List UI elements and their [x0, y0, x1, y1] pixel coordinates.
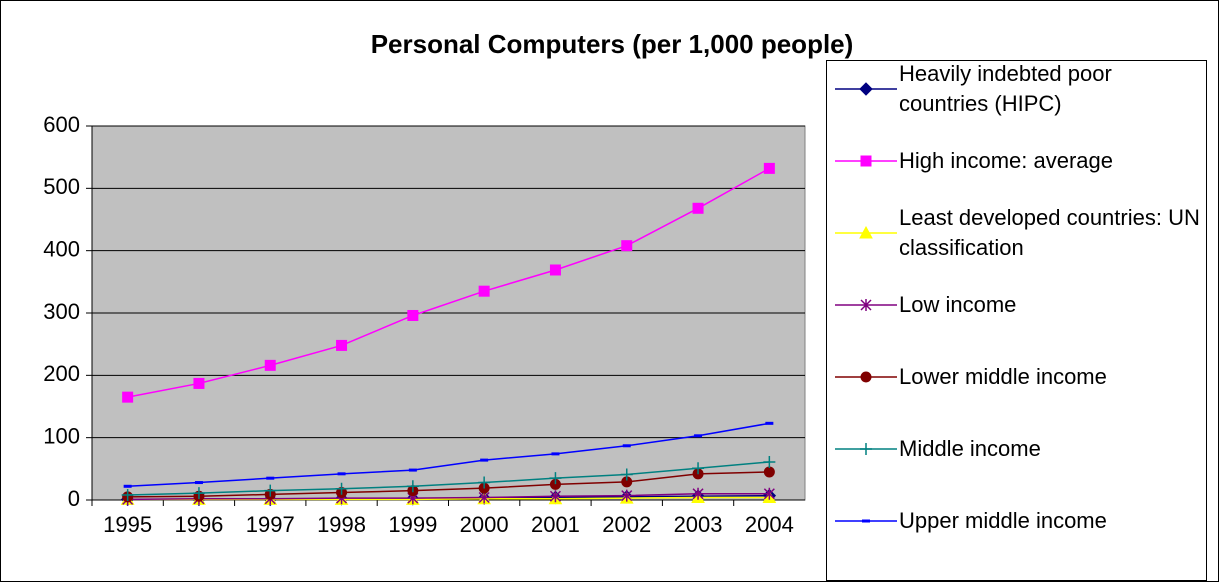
x-tick-label: 1997 — [246, 512, 295, 537]
legend-label: Lower middle income — [899, 364, 1107, 389]
y-tick-label: 400 — [43, 236, 80, 261]
legend-label: High income: average — [899, 148, 1114, 173]
marker — [123, 484, 132, 488]
marker — [549, 264, 561, 276]
marker — [551, 452, 560, 456]
legend-entry: Upper middle income — [827, 485, 1207, 557]
x-tick-label: 2001 — [531, 512, 580, 537]
y-tick-label: 300 — [43, 299, 80, 324]
x-tick-label: 1998 — [317, 512, 366, 537]
legend-swatch — [835, 443, 897, 455]
legend-label: Middle income — [899, 436, 1041, 461]
marker — [763, 162, 775, 174]
x-tick-label: 2004 — [745, 512, 794, 537]
marker — [406, 480, 419, 493]
marker — [337, 472, 346, 476]
marker — [765, 421, 774, 425]
marker — [692, 462, 705, 475]
y-tick-label: 100 — [43, 423, 80, 448]
legend-swatch — [835, 371, 897, 383]
marker — [860, 299, 872, 311]
legend-entry: Low income — [827, 269, 1207, 341]
legend-swatch — [835, 299, 897, 311]
marker — [408, 468, 417, 472]
series-line — [127, 471, 770, 498]
legend: Heavily indebted poor countries (HIPC) Hi… — [826, 60, 1207, 581]
marker — [193, 377, 205, 389]
marker — [122, 391, 134, 403]
marker — [859, 225, 873, 239]
marker — [264, 359, 276, 371]
marker — [621, 240, 633, 252]
marker — [622, 444, 631, 448]
marker — [859, 82, 873, 96]
marker — [480, 458, 489, 462]
marker — [860, 371, 872, 383]
legend-swatch — [835, 225, 897, 239]
y-tick-label: 600 — [43, 112, 80, 137]
marker — [862, 519, 870, 523]
legend-label: Least developed countries: UN classifica… — [899, 205, 1200, 260]
marker — [407, 309, 419, 321]
marker — [763, 455, 776, 468]
marker — [692, 487, 704, 500]
y-tick-label: 500 — [43, 174, 80, 199]
marker — [694, 434, 703, 438]
x-tick-label: 2002 — [602, 512, 651, 537]
marker — [549, 490, 561, 503]
marker — [335, 482, 348, 495]
legend-entry: Middle income — [827, 413, 1207, 485]
marker — [264, 484, 277, 497]
marker — [194, 481, 203, 485]
legend-entry: Heavily indebted poor countries (HIPC) — [827, 53, 1207, 125]
marker — [336, 339, 348, 351]
legend-swatch — [835, 82, 897, 96]
legend-entry: Lower middle income — [827, 341, 1207, 413]
marker — [692, 202, 704, 214]
series-line — [127, 461, 770, 496]
x-tick-label: 1995 — [103, 512, 152, 537]
legend-swatch — [835, 519, 897, 523]
legend-label: Upper middle income — [899, 508, 1107, 533]
marker — [621, 489, 633, 502]
legend-swatch — [835, 155, 897, 167]
marker — [763, 466, 775, 478]
marker — [192, 487, 205, 500]
legend-label: Low income — [899, 292, 1017, 317]
series-line — [127, 167, 770, 398]
legend-entry: High income: average — [827, 125, 1207, 197]
legend-entry: Least developed countries: UN classifica… — [827, 197, 1207, 269]
marker — [620, 468, 633, 481]
marker — [266, 476, 275, 480]
marker — [549, 472, 562, 485]
x-tick-label: 2003 — [674, 512, 723, 537]
y-tick-label: 0 — [68, 486, 80, 511]
marker — [478, 476, 491, 489]
series-line — [127, 422, 770, 488]
series-line — [127, 493, 770, 501]
chart-title: Personal Computers (per 1,000 people) — [371, 29, 854, 59]
x-tick-label: 1999 — [388, 512, 437, 537]
marker — [860, 155, 872, 167]
y-tick-label: 200 — [43, 361, 80, 386]
x-tick-label: 2000 — [460, 512, 509, 537]
marker — [478, 285, 490, 297]
marker — [121, 489, 134, 502]
marker — [860, 443, 872, 455]
x-tick-label: 1996 — [174, 512, 223, 537]
marker — [763, 487, 775, 500]
legend-label: Heavily indebted poor countries (HIPC) — [899, 61, 1112, 116]
